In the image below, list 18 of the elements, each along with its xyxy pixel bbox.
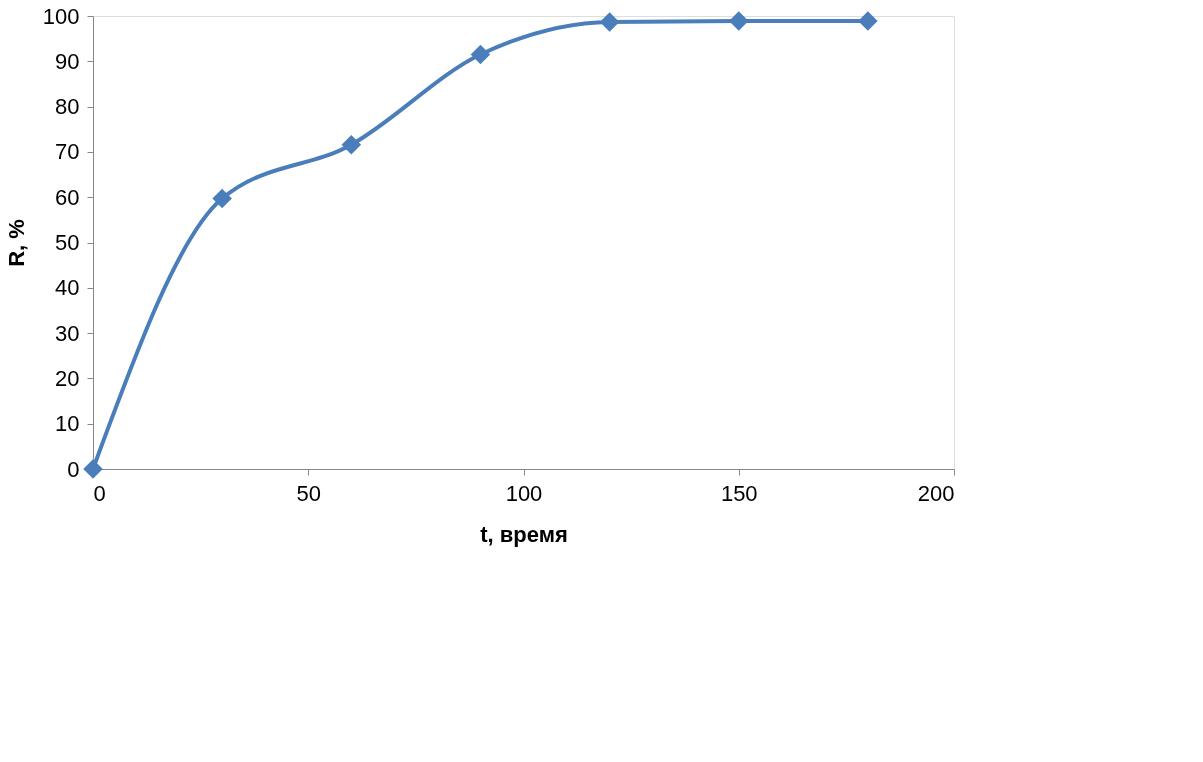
- y-tick-label: 80: [55, 94, 80, 120]
- y-tick-label: 60: [55, 184, 80, 210]
- y-tick-label: 10: [55, 411, 80, 437]
- x-tick-label: 150: [720, 480, 758, 506]
- x-tick-label: 100: [505, 480, 543, 506]
- y-tick-label: 20: [55, 365, 80, 391]
- y-tick-label: 0: [67, 456, 80, 482]
- x-axis-title: t, время: [480, 521, 568, 547]
- y-tick-label: 70: [55, 139, 80, 165]
- y-tick-label: 30: [55, 320, 80, 346]
- x-tick-label: 0: [93, 480, 106, 506]
- y-tick-label: 40: [55, 275, 80, 301]
- y-tick-label: 100: [42, 3, 80, 29]
- y-tick-label: 90: [55, 48, 80, 74]
- y-axis-title: R, %: [3, 219, 29, 267]
- y-tick-label: 50: [55, 230, 80, 255]
- x-tick-label: 50: [296, 480, 321, 506]
- x-tick-label: 200: [917, 480, 955, 506]
